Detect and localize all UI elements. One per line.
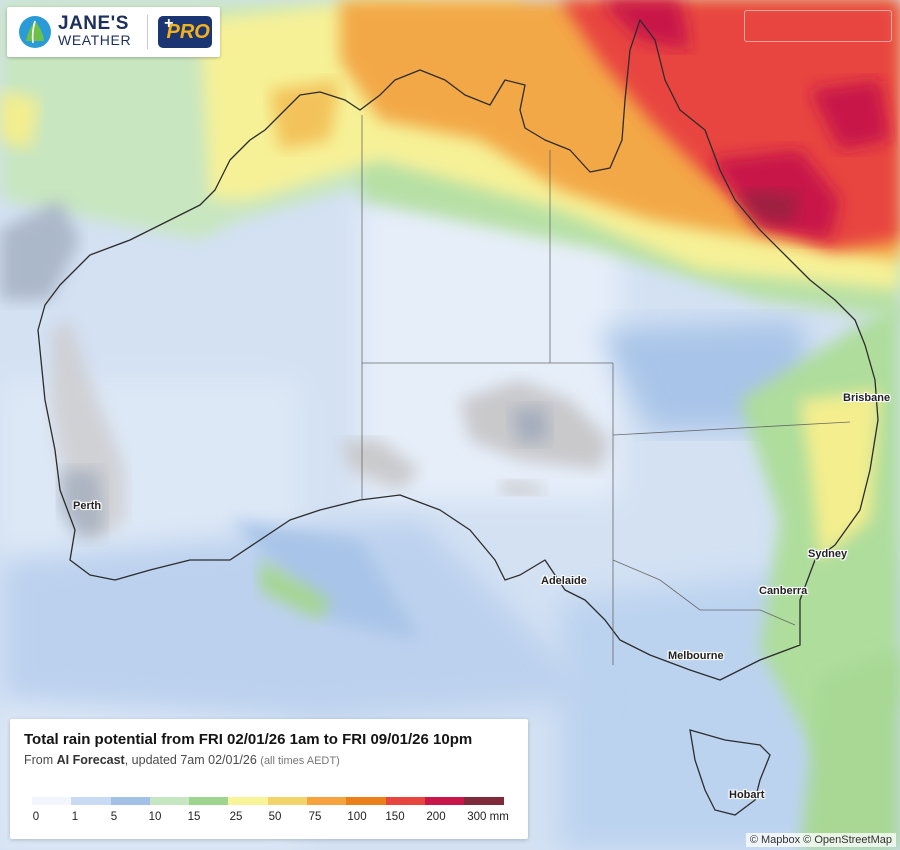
rainfall-legend: Total rain potential from FRI 02/01/26 1…: [10, 719, 528, 839]
city-label-adelaide: Adelaide: [541, 575, 587, 587]
legend-swatch-2: [110, 797, 150, 805]
map-attribution[interactable]: © Mapbox © OpenStreetMap: [745, 833, 896, 847]
city-label-hobart: Hobart: [729, 789, 765, 801]
legend-ticks: 0 1 5 10 15 25 50 75 100 150 200 300 mm: [10, 811, 528, 827]
logo-divider: [147, 15, 149, 49]
plus-icon: +: [164, 15, 174, 32]
brand-line-2: WEATHER: [58, 32, 132, 48]
legend-swatch-10: [424, 797, 465, 805]
legend-swatch-8: [346, 797, 386, 805]
state-borders: [361, 115, 851, 665]
city-label-brisbane: Brisbane: [843, 392, 891, 404]
legend-tick-5: 25: [229, 811, 243, 823]
legend-tick-9: 150: [385, 811, 405, 823]
city-label-perth: Perth: [73, 500, 102, 512]
leaf-drop-icon: [19, 16, 51, 48]
legend-swatch-9: [385, 797, 425, 805]
legend-swatch-0: [32, 797, 72, 805]
legend-title: Total rain potential from FRI 02/01/26 1…: [24, 731, 473, 748]
legend-tick-4: 15: [187, 811, 201, 823]
brand-name: JANE'S WEATHER: [58, 13, 132, 49]
legend-swatch-4: [189, 797, 229, 805]
legend-swatch-6: [267, 797, 308, 805]
city-label-sydney: Sydney: [808, 548, 848, 560]
legend-tick-3: 10: [148, 811, 162, 823]
legend-subtitle-from: From: [24, 753, 57, 767]
legend-swatch-1: [71, 797, 111, 805]
legend-swatch-5: [228, 797, 268, 805]
tasmania-coastline: [689, 729, 771, 816]
legend-tick-10: 200: [426, 811, 446, 823]
brand-line-1: JANE'S: [58, 13, 129, 34]
legend-tick-2: 5: [110, 811, 118, 823]
legend-subtitle-updated: , updated 7am 02/01/26: [124, 753, 257, 767]
pro-badge-label: PRO: [166, 20, 210, 43]
legend-swatch-11: [464, 797, 504, 805]
legend-swatch-7: [307, 797, 347, 805]
legend-tick-1: 1: [71, 811, 79, 823]
legend-tick-7: 75: [308, 811, 322, 823]
city-label-canberra: Canberra: [759, 585, 808, 597]
legend-tick-6: 50: [268, 811, 282, 823]
legend-tick-11: 300 mm: [467, 811, 509, 823]
australia-coastline: [37, 19, 879, 681]
city-label-melbourne: Melbourne: [668, 650, 724, 662]
search-box-ghost[interactable]: [744, 10, 892, 42]
legend-subtitle-note: (all times AEDT): [260, 755, 340, 767]
legend-tick-0: 0: [32, 811, 40, 823]
legend-subtitle-source: AI Forecast: [56, 753, 125, 767]
janes-weather-logo[interactable]: JANE'S WEATHER + PRO: [7, 7, 220, 57]
legend-color-scale: [32, 797, 504, 805]
pro-badge[interactable]: + PRO: [158, 15, 213, 48]
legend-tick-8: 100: [347, 811, 367, 823]
legend-subtitle: From AI Forecast, updated 7am 02/01/26 (…: [24, 753, 340, 767]
legend-swatch-3: [149, 797, 190, 805]
